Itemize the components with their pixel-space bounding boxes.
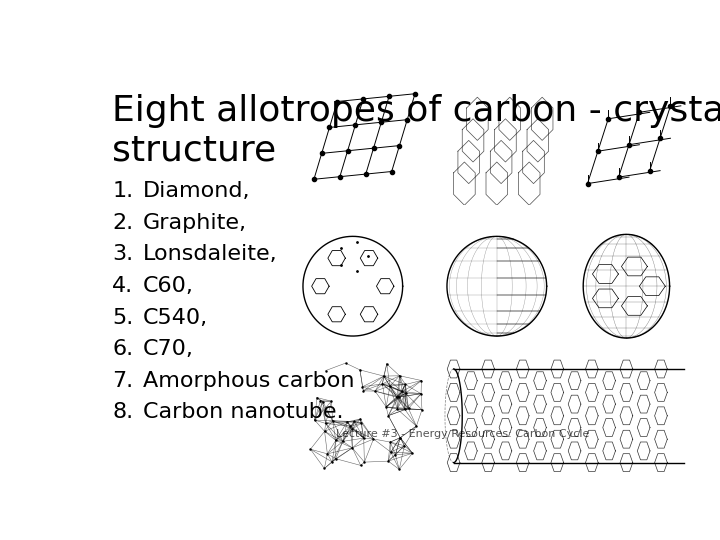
Text: Amorphous carbon: Amorphous carbon (143, 371, 354, 391)
Text: 1.: 1. (112, 181, 133, 201)
Text: C60,: C60, (143, 276, 194, 296)
Text: C540,: C540, (143, 308, 208, 328)
Text: 2.: 2. (112, 213, 133, 233)
Text: Lonsdaleite,: Lonsdaleite, (143, 245, 278, 265)
Text: Diamond,: Diamond, (143, 181, 251, 201)
Text: 6.: 6. (112, 339, 133, 359)
Text: Graphite,: Graphite, (143, 213, 247, 233)
Text: 7.: 7. (112, 371, 133, 391)
Text: C70,: C70, (143, 339, 194, 359)
Text: Carbon nanotube.: Carbon nanotube. (143, 402, 343, 422)
Text: 4.: 4. (112, 276, 133, 296)
Text: Lecture #3 - Energy Resources: Carbon Cycle: Lecture #3 - Energy Resources: Carbon Cy… (336, 429, 589, 439)
Text: 8.: 8. (112, 402, 133, 422)
Text: Eight allotropes of carbon - crystal
structure: Eight allotropes of carbon - crystal str… (112, 94, 720, 167)
Text: 5.: 5. (112, 308, 134, 328)
Text: 3.: 3. (112, 245, 133, 265)
